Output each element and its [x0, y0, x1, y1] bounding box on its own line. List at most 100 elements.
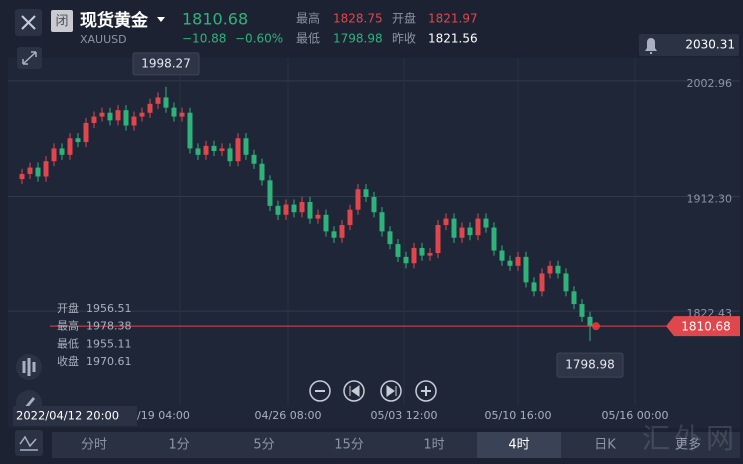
candle-body [75, 138, 81, 143]
indicator-button[interactable] [16, 354, 42, 380]
candle-body [115, 110, 121, 121]
candle-body [27, 167, 33, 174]
zoom-out-button[interactable] [309, 380, 331, 402]
candle-body [379, 212, 385, 232]
candle-body [243, 138, 249, 155]
crosshair-time: 2022/04/12 20:00 [16, 409, 119, 423]
y-tick-label: 2002.96 [687, 77, 733, 90]
tab[interactable]: 15分 [334, 438, 364, 453]
candle-body [491, 227, 497, 251]
close-button[interactable] [15, 9, 42, 36]
max-marker-box [132, 52, 200, 76]
alert-bell[interactable] [639, 34, 739, 56]
candle-body [403, 256, 409, 264]
candle-body [227, 148, 233, 162]
candle-body [323, 214, 329, 232]
plot [8, 58, 740, 405]
candle-body [579, 304, 585, 317]
status-badge [51, 10, 73, 32]
price: 1810.68 [182, 10, 248, 29]
instrument-name[interactable]: 现货黄金 [80, 10, 149, 31]
candle-body [147, 103, 153, 113]
ohlc-value: 1956.51 [86, 302, 132, 315]
quote-value: 1821.97 [428, 12, 478, 26]
candle-body [187, 112, 193, 149]
candle-body [235, 138, 241, 162]
candle-body [43, 161, 49, 177]
scroll-end-button[interactable] [380, 380, 402, 402]
candle-body [459, 227, 465, 238]
candle-body [475, 218, 481, 236]
candle-body [523, 256, 529, 283]
candle-body [395, 244, 401, 257]
candle-body [19, 173, 25, 180]
min-marker-box [556, 352, 624, 378]
ohlc-value: 1978.38 [86, 320, 132, 333]
candle-body [251, 154, 257, 164]
tab[interactable]: 1时 [423, 438, 444, 453]
candle-body [155, 97, 161, 104]
candle-body [195, 148, 201, 155]
x-tick-label: 04/26 08:00 [255, 409, 322, 422]
scroll-start-button[interactable] [343, 380, 365, 402]
candle-body [35, 167, 41, 177]
x-tick-label: /19 04:00 [137, 409, 190, 422]
candle-body [371, 196, 377, 213]
tab[interactable]: 更多 [675, 437, 701, 453]
candle-body [299, 202, 305, 213]
candle-body [419, 247, 425, 256]
chart-type-button[interactable] [15, 430, 43, 456]
candle-body [275, 205, 281, 215]
ohlc-label: 开盘 [57, 301, 79, 315]
dropdown-arrow[interactable] [157, 17, 165, 22]
quote-label: 最高 [296, 11, 320, 26]
ohlc-label: 最低 [57, 337, 79, 350]
candle-body [291, 204, 297, 213]
candle-body [427, 253, 433, 256]
candle-body [483, 218, 489, 228]
ohlc-value: 1955.11 [86, 337, 132, 350]
candle-body [219, 148, 225, 151]
candle-body [411, 247, 417, 264]
quote-label: 开盘 [392, 11, 416, 26]
candle-body [587, 316, 593, 327]
candle-body [355, 189, 361, 210]
candle-body [347, 209, 353, 225]
quote-value: 1798.98 [333, 32, 383, 46]
watermark: 汇外网 [642, 422, 738, 455]
last-price-label: 1810.68 [681, 320, 731, 334]
candle-body [451, 218, 457, 238]
candle-body [211, 145, 217, 151]
candle-body [435, 224, 441, 254]
candle-body [531, 282, 537, 292]
candle-body [83, 122, 89, 143]
candle-body [163, 97, 169, 108]
candle-body [179, 112, 185, 117]
ohlc-label: 收盘 [57, 354, 79, 368]
active-tab [477, 432, 561, 458]
status: 闭 [55, 14, 68, 29]
zoom-in-button[interactable] [415, 380, 437, 402]
candle-body [51, 148, 57, 162]
tab[interactable]: 日K [594, 438, 616, 453]
quote-label: 昨收 [392, 32, 416, 46]
candle-body [539, 273, 545, 292]
fullscreen-button[interactable] [17, 47, 42, 69]
tab[interactable]: 1分 [168, 438, 189, 453]
candle-body [283, 204, 289, 215]
x-tick-label: 05/16 00:00 [602, 409, 669, 422]
candle-body [515, 256, 521, 266]
last-price-box [666, 316, 740, 337]
ohlc-value: 1970.61 [86, 355, 132, 368]
x-tick-label: 05/10 16:00 [485, 409, 552, 422]
quote-value: 1828.75 [333, 12, 383, 26]
tab[interactable]: 分时 [81, 438, 107, 453]
tab[interactable]: 5分 [253, 438, 274, 453]
last-price-dot [592, 322, 600, 331]
candle-body [339, 224, 345, 238]
tab[interactable]: 4时 [508, 438, 529, 453]
candle-body [99, 112, 105, 117]
